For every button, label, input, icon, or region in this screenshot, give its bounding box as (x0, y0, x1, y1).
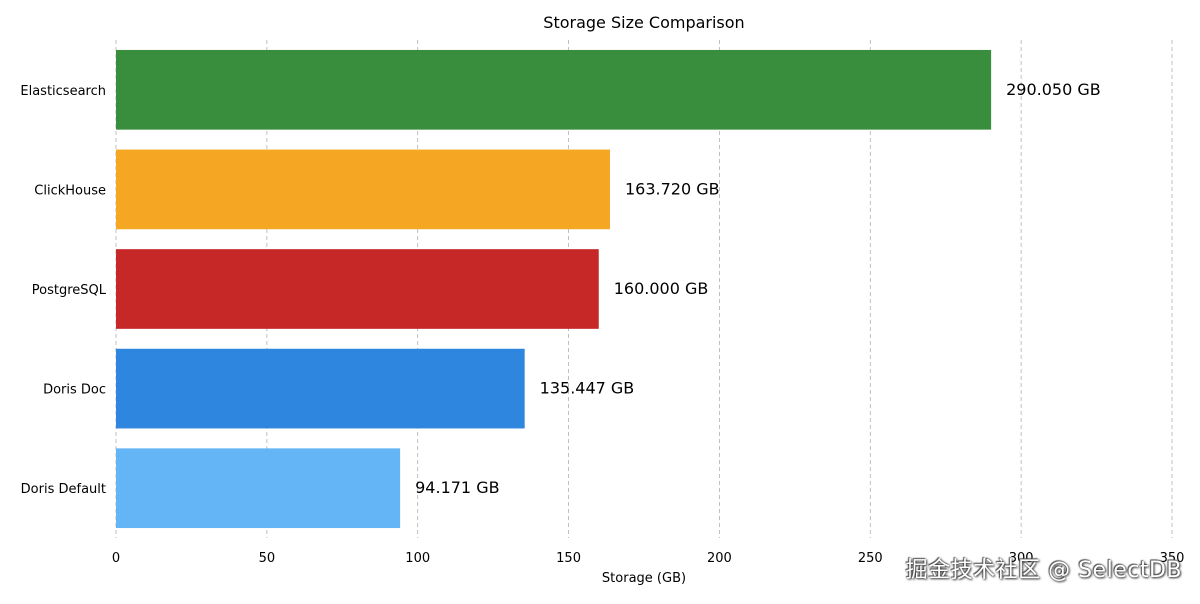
y-tick-label: Doris Default (21, 482, 106, 497)
y-tick-label: Doris Doc (43, 383, 106, 398)
bar-elasticsearch (116, 49, 992, 130)
y-tick-label: ClickHouse (34, 183, 106, 198)
x-tick-label: 100 (405, 551, 430, 566)
bar-clickhouse (116, 149, 610, 230)
chart-title: Storage Size Comparison (543, 13, 744, 32)
data-label: 290.050 GB (1006, 80, 1101, 99)
data-labels: 290.050 GB 163.720 GB 160.000 GB 135.447 GB… (415, 80, 1101, 497)
watermark: 掘金技术社区 @ SelectDB (905, 558, 1182, 583)
bars (116, 49, 992, 529)
data-label: 163.720 GB (625, 179, 720, 198)
x-tick-label: 300 (1009, 551, 1034, 566)
x-tick-label: 150 (556, 551, 581, 566)
x-tick-label: 350 (1160, 551, 1185, 566)
y-tick-label: Elasticsearch (20, 84, 106, 99)
y-tick-labels: Elasticsearch ClickHouse PostgreSQL Doris D… (20, 84, 106, 497)
y-tick-label: PostgreSQL (32, 283, 107, 298)
x-tick-label: 50 (259, 551, 276, 566)
x-tick-label: 0 (112, 551, 120, 566)
x-tick-label: 200 (707, 551, 732, 566)
bar-doris-doc (116, 348, 525, 429)
bar-postgresql (116, 249, 599, 329)
data-label: 160.000 GB (614, 279, 709, 298)
x-axis-label: Storage (GB) (602, 571, 686, 586)
data-label: 94.171 GB (415, 478, 499, 497)
bar-doris-default (116, 448, 401, 529)
data-label: 135.447 GB (540, 379, 635, 398)
x-tick-label: 250 (858, 551, 883, 566)
x-tick-labels: 0 50 100 150 200 250 300 350 (112, 551, 1185, 566)
